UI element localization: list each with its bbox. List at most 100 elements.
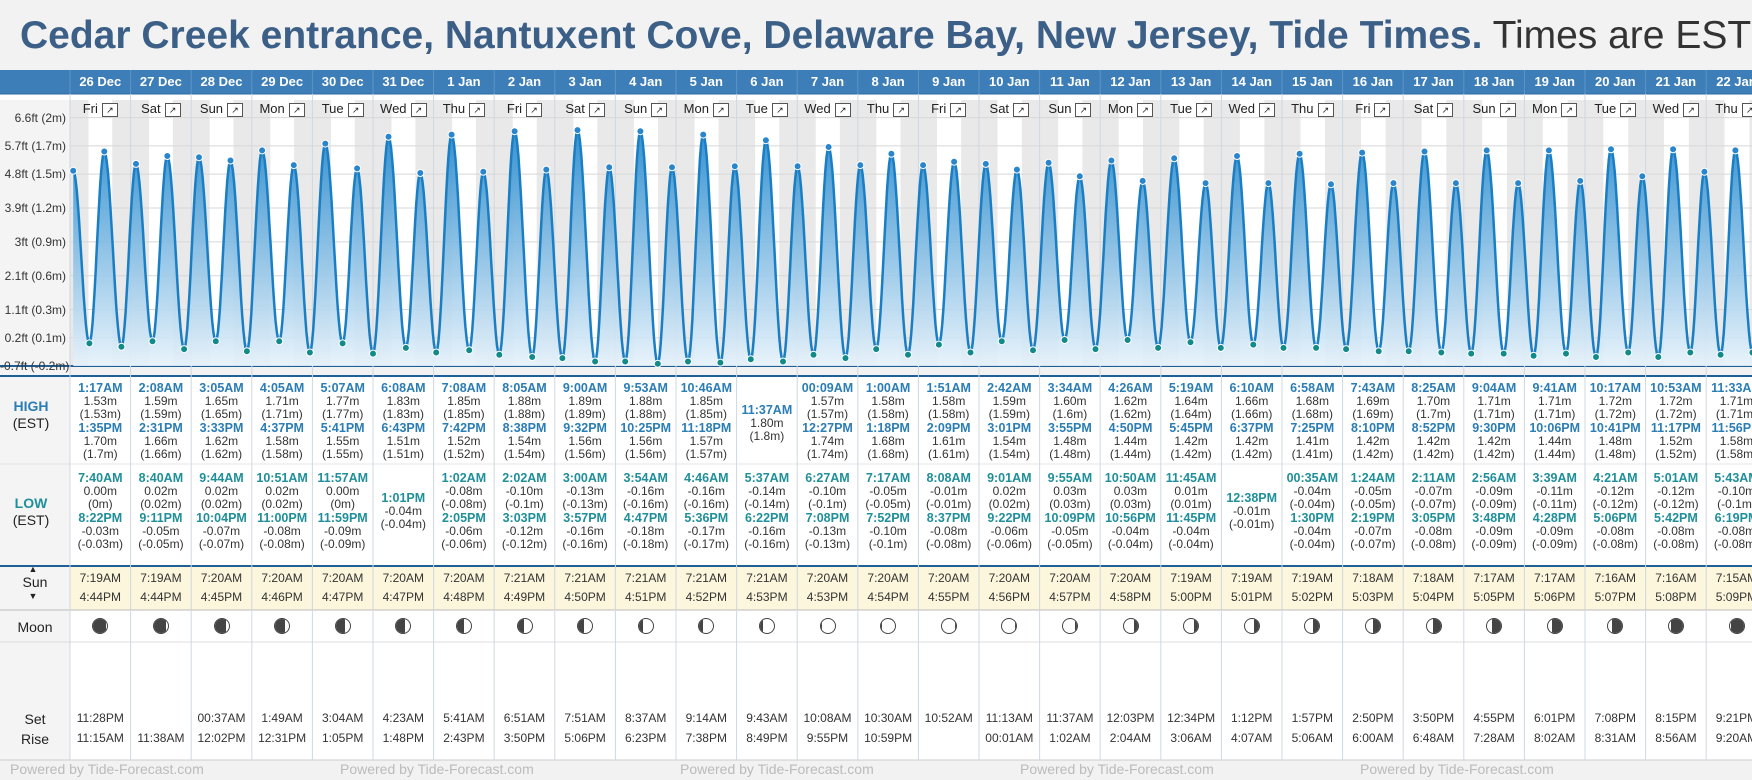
- low-tide-point[interactable]: [1216, 343, 1225, 352]
- low-tide-point[interactable]: [495, 350, 504, 359]
- high-tide-point[interactable]: [636, 127, 645, 136]
- low-tide-point[interactable]: [809, 350, 818, 359]
- high-tide-point[interactable]: [1264, 179, 1273, 188]
- high-tide-point[interactable]: [384, 132, 393, 141]
- high-tide-point[interactable]: [1700, 167, 1709, 176]
- expand-icon[interactable]: ↗: [588, 102, 605, 117]
- low-tide-point[interactable]: [1592, 353, 1600, 361]
- low-tide-point[interactable]: [1342, 345, 1351, 354]
- expand-icon[interactable]: ↗: [164, 102, 181, 117]
- high-tide-point[interactable]: [1576, 176, 1585, 185]
- low-tide-point[interactable]: [966, 348, 975, 357]
- high-tide-point[interactable]: [416, 169, 425, 177]
- high-tide-point[interactable]: [1170, 154, 1179, 163]
- high-tide-point[interactable]: [1327, 180, 1335, 189]
- expand-icon[interactable]: ↗: [834, 102, 851, 117]
- expand-icon[interactable]: ↗: [1013, 102, 1030, 117]
- expand-icon[interactable]: ↗: [1317, 102, 1334, 117]
- high-tide-point[interactable]: [132, 159, 140, 168]
- high-tide-point[interactable]: [824, 143, 833, 151]
- high-tide-point[interactable]: [447, 130, 456, 139]
- low-tide-point[interactable]: [1686, 348, 1695, 357]
- high-tide-point[interactable]: [1669, 145, 1678, 154]
- high-tide-point[interactable]: [195, 153, 203, 162]
- high-tide-point[interactable]: [1358, 148, 1367, 157]
- high-tide-point[interactable]: [1012, 165, 1021, 174]
- low-tide-point[interactable]: [1716, 350, 1725, 359]
- high-tide-point[interactable]: [226, 156, 235, 165]
- expand-icon[interactable]: ↗: [347, 102, 364, 117]
- low-tide-point[interactable]: [872, 345, 881, 354]
- expand-icon[interactable]: ↗: [771, 102, 788, 117]
- high-tide-point[interactable]: [69, 166, 78, 175]
- high-tide-point[interactable]: [793, 162, 802, 171]
- expand-icon[interactable]: ↗: [1620, 102, 1637, 117]
- high-tide-point[interactable]: [542, 165, 551, 174]
- high-tide-point[interactable]: [1544, 146, 1553, 155]
- low-tide-point[interactable]: [653, 359, 662, 368]
- low-tide-point[interactable]: [716, 358, 725, 367]
- low-tide-point[interactable]: [779, 357, 787, 366]
- high-tide-point[interactable]: [1482, 146, 1491, 155]
- low-tide-point[interactable]: [841, 354, 850, 363]
- high-tide-point[interactable]: [699, 130, 708, 139]
- high-tide-point[interactable]: [1389, 179, 1398, 188]
- low-tide-point[interactable]: [1562, 349, 1570, 358]
- high-tide-point[interactable]: [289, 161, 298, 170]
- low-tide-point[interactable]: [1186, 338, 1195, 347]
- expand-icon[interactable]: ↗: [893, 102, 910, 117]
- high-tide-point[interactable]: [1638, 172, 1647, 181]
- low-tide-point[interactable]: [1060, 336, 1069, 344]
- low-tide-point[interactable]: [684, 357, 692, 366]
- low-tide-point[interactable]: [305, 348, 314, 357]
- expand-icon[interactable]: ↗: [1258, 102, 1275, 117]
- low-tide-point[interactable]: [1437, 348, 1446, 357]
- low-tide-point[interactable]: [1154, 343, 1163, 352]
- high-tide-point[interactable]: [1607, 145, 1615, 154]
- low-tide-point[interactable]: [465, 346, 474, 355]
- low-tide-point[interactable]: [997, 337, 1006, 346]
- expand-icon[interactable]: ↗: [1741, 102, 1752, 117]
- high-tide-point[interactable]: [258, 146, 267, 155]
- low-tide-point[interactable]: [1748, 348, 1752, 357]
- low-tide-point[interactable]: [369, 349, 377, 358]
- expand-icon[interactable]: ↗: [1374, 102, 1391, 117]
- high-tide-point[interactable]: [1731, 146, 1740, 155]
- high-tide-point[interactable]: [605, 163, 614, 172]
- low-tide-point[interactable]: [1624, 348, 1633, 357]
- expand-icon[interactable]: ↗: [526, 102, 543, 117]
- low-tide-point[interactable]: [528, 353, 537, 361]
- low-tide-point[interactable]: [242, 347, 251, 356]
- low-tide-point[interactable]: [211, 337, 220, 346]
- expand-icon[interactable]: ↗: [1499, 102, 1516, 117]
- expand-icon[interactable]: ↗: [288, 102, 305, 117]
- high-tide-point[interactable]: [981, 159, 990, 168]
- low-tide-point[interactable]: [1029, 346, 1037, 355]
- low-tide-point[interactable]: [1654, 353, 1663, 361]
- low-tide-point[interactable]: [934, 340, 943, 349]
- high-tide-point[interactable]: [1420, 147, 1429, 156]
- high-tide-point[interactable]: [856, 161, 865, 170]
- low-tide-point[interactable]: [1123, 336, 1132, 344]
- expand-icon[interactable]: ↗: [101, 102, 118, 117]
- expand-icon[interactable]: ↗: [1196, 102, 1213, 117]
- high-tide-point[interactable]: [950, 157, 959, 166]
- high-tide-point[interactable]: [1138, 176, 1147, 185]
- high-tide-point[interactable]: [510, 127, 519, 136]
- expand-icon[interactable]: ↗: [227, 102, 244, 117]
- high-tide-point[interactable]: [730, 162, 739, 171]
- high-tide-point[interactable]: [1514, 179, 1523, 188]
- low-tide-point[interactable]: [401, 343, 410, 352]
- high-tide-point[interactable]: [1451, 179, 1460, 188]
- high-tide-point[interactable]: [479, 167, 488, 176]
- low-tide-point[interactable]: [338, 339, 347, 348]
- low-tide-point[interactable]: [85, 339, 94, 348]
- high-tide-point[interactable]: [100, 147, 109, 156]
- low-tide-point[interactable]: [1499, 349, 1508, 358]
- expand-icon[interactable]: ↗: [1437, 102, 1454, 117]
- high-tide-point[interactable]: [573, 126, 582, 135]
- low-tide-point[interactable]: [1312, 343, 1321, 352]
- low-tide-point[interactable]: [1374, 347, 1383, 356]
- high-tide-point[interactable]: [1295, 149, 1304, 158]
- expand-icon[interactable]: ↗: [950, 102, 967, 117]
